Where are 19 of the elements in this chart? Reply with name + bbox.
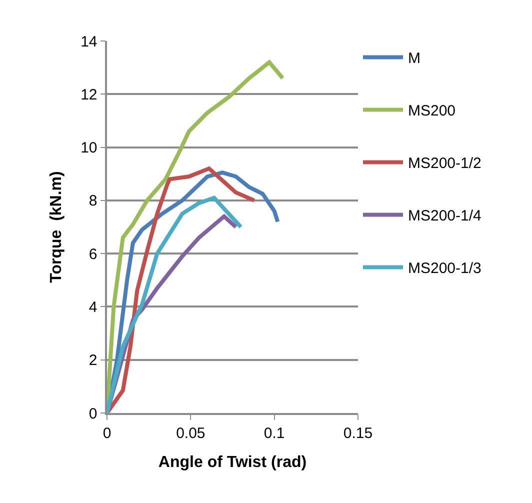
legend-label: MS200-1/4 [408, 208, 482, 225]
y-tick-label: 2 [88, 352, 98, 370]
legend-label: MS200 [408, 102, 456, 120]
x-tick-label: 0 [102, 424, 112, 442]
x-tick-label: 0.1 [264, 424, 285, 442]
legend-label: MS200-1/2 [408, 155, 482, 172]
x-tick-label: 0.05 [176, 424, 206, 442]
y-tick-label: 14 [80, 33, 98, 50]
y-tick-label: 10 [80, 140, 98, 157]
x-axis-title: Angle of Twist (rad) [158, 454, 307, 471]
y-axis-title: Torque (kN.m) [48, 171, 65, 283]
x-tick-label: 0.15 [343, 424, 373, 442]
legend-label: M [408, 50, 420, 68]
y-tick-label: 0 [88, 405, 98, 422]
legend-label: MS200-1/3 [408, 260, 482, 278]
y-tick-label: 6 [88, 246, 98, 263]
y-tick-label: 8 [88, 192, 98, 210]
y-tick-label: 4 [88, 298, 98, 316]
y-tick-label: 12 [80, 86, 98, 104]
